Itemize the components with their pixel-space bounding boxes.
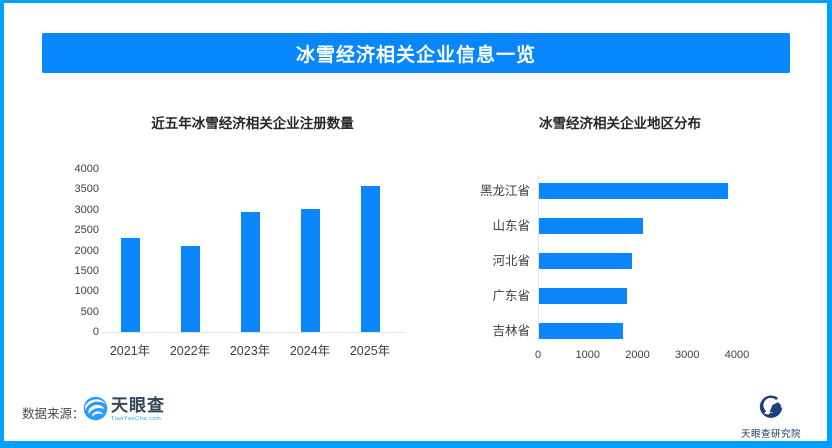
bar-广东省 [539, 288, 627, 304]
y-tick-label: 2500 [74, 224, 99, 237]
bar-2023年 [240, 211, 260, 332]
region-label: 山东省 [492, 219, 530, 233]
x-category-label: 2025年 [349, 344, 391, 358]
y-tick-label: 4000 [74, 163, 99, 175]
x-category-label: 2024年 [289, 344, 331, 358]
institute-swoosh-icon [757, 391, 785, 424]
y-tick-label: 3000 [74, 203, 99, 216]
y-tick-label: 0 [92, 326, 99, 338]
tianyancha-logo-name: 天眼查 [111, 396, 165, 415]
bar-2024年 [300, 208, 320, 332]
page-title: 冰雪经济相关企业信息一览 [295, 44, 536, 66]
bar-2025年 [360, 185, 380, 332]
region-label: 广东省 [492, 289, 530, 303]
right-chart-title: 冰雪经济相关企业地区分布 [539, 116, 701, 131]
x-tick-label: 1000 [575, 349, 600, 361]
bar-吉林省 [539, 323, 624, 339]
y-tick-label: 1500 [74, 264, 99, 277]
x-tick-label: 3000 [675, 349, 700, 361]
institute-name: 天眼查研究院 [740, 429, 801, 440]
region-label: 吉林省 [492, 324, 530, 338]
y-tick-label: 3500 [74, 183, 99, 196]
tianyancha-logo-url: TianYanCha.com [111, 416, 162, 422]
institute-logo: 天眼查研究院 [726, 391, 816, 440]
left-chart-title: 近五年冰雪经济相关企业注册数量 [151, 116, 354, 131]
bar-黑龙江省 [539, 183, 729, 199]
x-tick-label: 0 [534, 349, 542, 361]
tianyancha-logo: 天眼查 TianYanCha.com [83, 396, 165, 426]
x-category-label: 2022年 [169, 344, 211, 358]
region-label: 黑龙江省 [479, 184, 530, 198]
x-axis-line [103, 332, 404, 333]
data-source-label: 数据来源： [22, 407, 85, 421]
y-axis-line [538, 175, 539, 341]
x-category-label: 2021年 [109, 344, 151, 358]
title-banner: 冰雪经济相关企业信息一览 [42, 33, 790, 73]
x-tick-label: 2000 [625, 349, 650, 361]
y-tick-label: 1000 [74, 285, 99, 298]
y-tick-label: 500 [80, 305, 99, 318]
region-label: 河北省 [492, 254, 530, 268]
x-category-label: 2023年 [229, 344, 271, 358]
bar-2022年 [180, 245, 200, 332]
bar-河北省 [539, 253, 633, 269]
bar-2021年 [120, 238, 140, 332]
x-tick-label: 4000 [724, 349, 750, 361]
tianyancha-eye-icon [83, 396, 108, 426]
bar-山东省 [539, 218, 644, 234]
y-tick-label: 2000 [74, 244, 99, 257]
tianyancha-logo-text: 天眼查 TianYanCha.com [111, 396, 165, 426]
